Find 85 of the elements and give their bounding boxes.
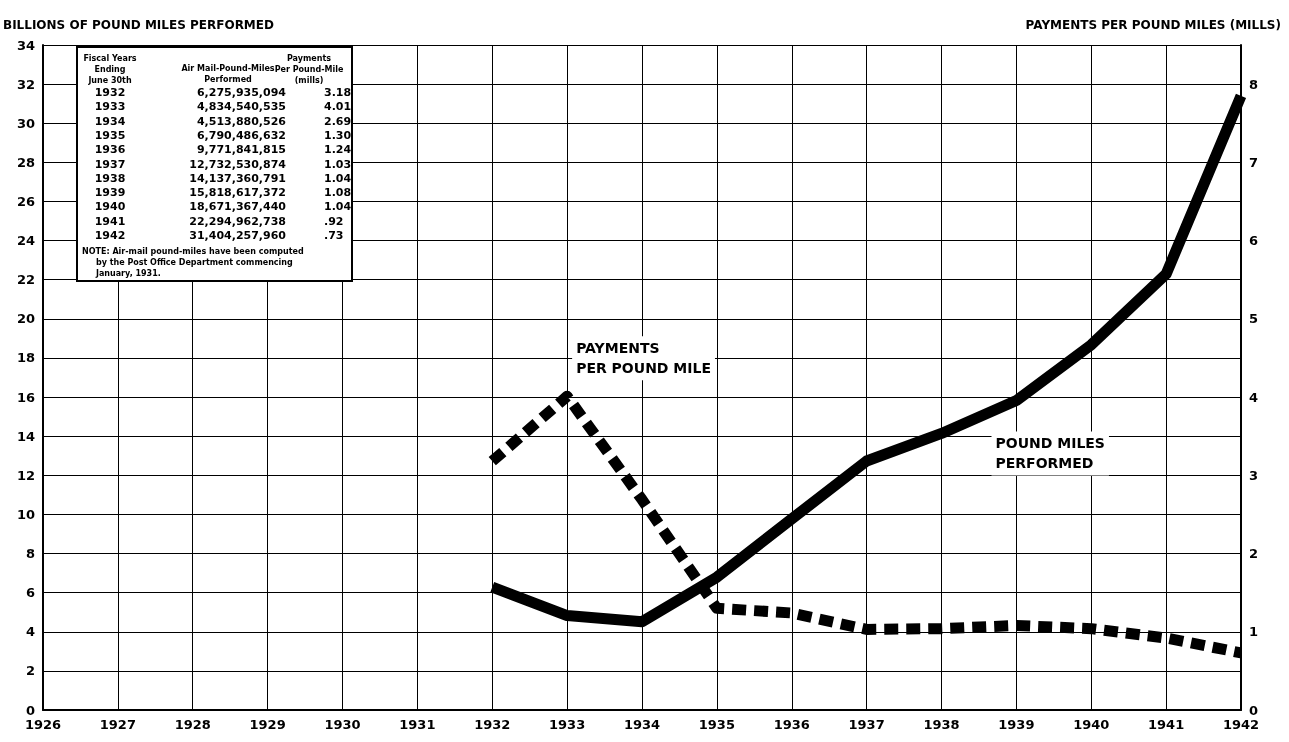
series-label: POUND MILES PERFORMED bbox=[995, 435, 1105, 472]
x-tick-label: 1938 bbox=[923, 717, 960, 732]
x-tick-label: 1931 bbox=[399, 717, 436, 732]
x-tick-label: 1939 bbox=[998, 717, 1035, 732]
x-tick-label: 1940 bbox=[1073, 717, 1110, 732]
annotation: Air Mail-Pound-Miles Performed bbox=[181, 64, 275, 84]
annotation: 1.04 bbox=[324, 200, 352, 214]
annotation: 14,137,360,791 bbox=[189, 171, 286, 185]
x-tick-label: 1930 bbox=[324, 717, 361, 732]
x-tick-label: 1929 bbox=[249, 717, 286, 732]
y-tick-label: 6 bbox=[25, 585, 35, 601]
series-label: PAYMENTS PER POUND MILE bbox=[576, 340, 711, 377]
annotation: 15,818,617,372 bbox=[189, 186, 286, 200]
y2-tick-label: 4 bbox=[1249, 389, 1259, 405]
annotation: 1936 bbox=[94, 143, 126, 157]
annotation: 6,275,935,094 bbox=[196, 86, 287, 99]
annotation: 1.03 bbox=[324, 157, 352, 171]
y-tick-label: 32 bbox=[16, 76, 35, 92]
y2-tick-label: 0 bbox=[1249, 702, 1259, 718]
annotation: 1.08 bbox=[324, 186, 352, 200]
y-tick-label: 22 bbox=[16, 272, 35, 288]
x-tick-label: 1927 bbox=[99, 717, 136, 732]
y-tick-label: 2 bbox=[25, 663, 35, 679]
y2-tick-label: 8 bbox=[1249, 76, 1259, 92]
annotation: 22,294,962,738 bbox=[189, 214, 286, 228]
annotation: 1.30 bbox=[324, 128, 352, 142]
x-tick-label: 1934 bbox=[623, 717, 661, 732]
annotation: Fiscal Years Ending June 30th bbox=[83, 54, 137, 85]
y2-tick-label: 7 bbox=[1249, 154, 1259, 170]
y2-tick-label: 5 bbox=[1249, 311, 1259, 327]
annotation: 1.24 bbox=[324, 143, 352, 157]
x-tick-label: 1928 bbox=[174, 717, 211, 732]
annotation: 1938 bbox=[94, 171, 126, 185]
annotation: NOTE: Air-mail pound-miles have been computed by the Post Office Department commencing January, 1931. bbox=[82, 247, 304, 279]
x-tick-label: 1937 bbox=[848, 717, 885, 732]
annotation: 1940 bbox=[94, 200, 126, 214]
y2-tick-label: 6 bbox=[1249, 233, 1259, 249]
annotation: 1932 bbox=[94, 86, 126, 99]
x-tick-label: 1932 bbox=[474, 717, 511, 732]
annotation: 12,732,530,874 bbox=[189, 157, 287, 171]
annotation: 4,513,880,526 bbox=[196, 114, 287, 128]
annotation: 18,671,367,440 bbox=[189, 200, 287, 214]
y-tick-label: 0 bbox=[25, 702, 35, 718]
annotation: .73 bbox=[324, 229, 344, 242]
y-tick-label: 20 bbox=[16, 311, 35, 327]
y-tick-label: 34 bbox=[16, 37, 35, 53]
annotation: 1933 bbox=[94, 100, 126, 114]
y-tick-label: 4 bbox=[25, 624, 35, 640]
y-tick-label: 10 bbox=[16, 506, 35, 522]
annotation: 1942 bbox=[94, 229, 126, 242]
y-tick-label: 16 bbox=[16, 389, 35, 405]
annotation: .92 bbox=[324, 214, 344, 228]
annotation: 3.18 bbox=[324, 86, 352, 99]
y-tick-label: 30 bbox=[16, 115, 35, 131]
y-axis-title: BILLIONS OF POUND MILES PERFORMED bbox=[3, 18, 275, 32]
annotation: 9,771,841,815 bbox=[196, 143, 286, 157]
y2-axis-title: PAYMENTS PER POUND MILES (MILLS) bbox=[1025, 18, 1281, 32]
annotation: 4,834,540,535 bbox=[196, 100, 286, 114]
annotation: 31,404,257,960 bbox=[189, 229, 287, 242]
y-tick-label: 26 bbox=[16, 193, 35, 209]
annotation: 6,790,486,632 bbox=[196, 128, 286, 142]
annotation: 4.01 bbox=[324, 100, 352, 114]
annotation: 1.04 bbox=[324, 171, 352, 185]
annotation: 1934 bbox=[94, 114, 126, 128]
y2-tick-label: 2 bbox=[1249, 546, 1259, 562]
y-tick-label: 14 bbox=[16, 428, 35, 444]
annotation: 1939 bbox=[94, 186, 126, 200]
annotation: 2.69 bbox=[324, 114, 352, 128]
x-tick-label: 1942 bbox=[1222, 717, 1260, 732]
y-tick-label: 28 bbox=[16, 154, 35, 170]
y-tick-label: 8 bbox=[25, 546, 35, 562]
x-tick-label: 1933 bbox=[549, 717, 586, 732]
x-tick-label: 1941 bbox=[1148, 717, 1185, 732]
annotation: 1941 bbox=[94, 214, 126, 228]
y-tick-label: 24 bbox=[16, 233, 35, 249]
y-tick-label: 12 bbox=[16, 467, 35, 483]
x-tick-label: 1935 bbox=[698, 717, 735, 732]
x-tick-label: 1926 bbox=[24, 717, 62, 732]
annotation: 1935 bbox=[94, 128, 126, 142]
x-tick-label: 1936 bbox=[773, 717, 810, 732]
y2-tick-label: 3 bbox=[1249, 467, 1259, 483]
y2-tick-label: 1 bbox=[1249, 624, 1259, 640]
y-tick-label: 18 bbox=[16, 350, 35, 366]
annotation: 1937 bbox=[94, 157, 126, 171]
annotation: Payments Per Pound-Mile (mills) bbox=[274, 54, 344, 85]
